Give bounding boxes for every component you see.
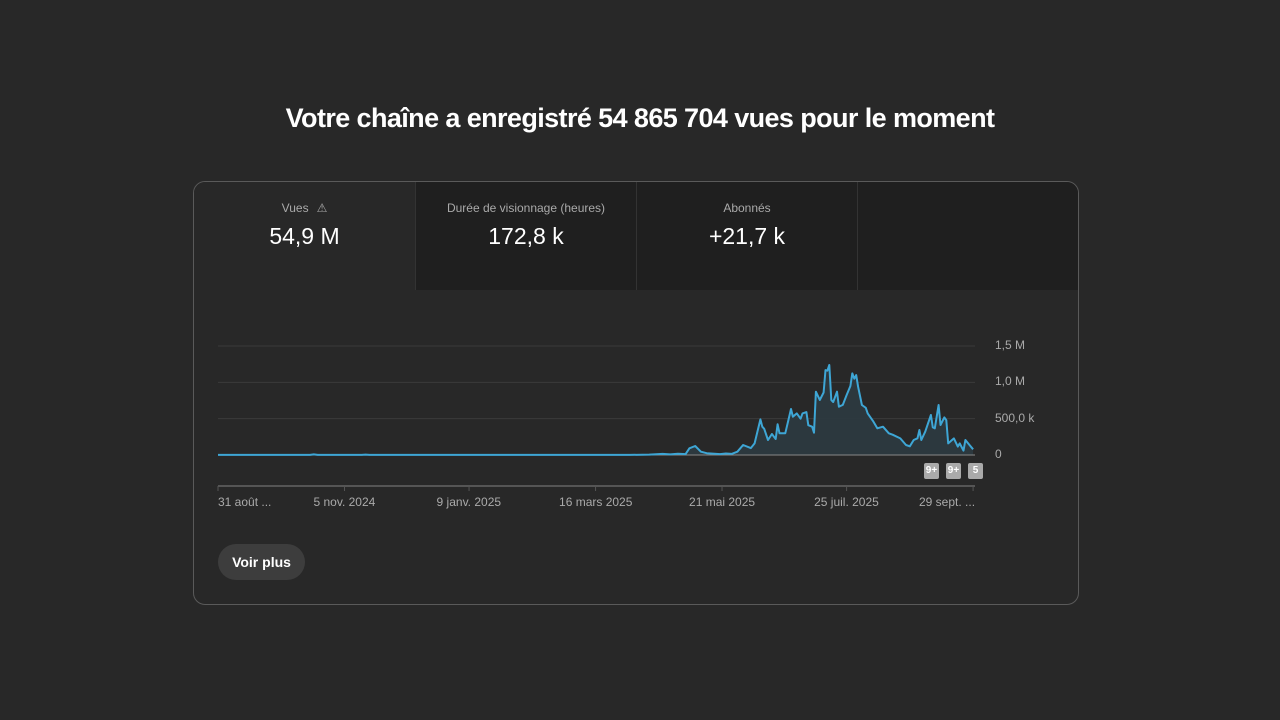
y-tick-label: 500,0 k [995, 410, 1035, 425]
x-tick-label: 5 nov. 2024 [313, 495, 376, 509]
tab-label: Durée de visionnage (heures) [446, 201, 606, 215]
tab-views[interactable]: Vues ⚠ 54,9 M [194, 182, 415, 290]
metric-tabs: Vues ⚠ 54,9 M Durée de visionnage (heures… [194, 182, 1078, 290]
tab-empty [857, 182, 1078, 290]
series-area [218, 365, 974, 455]
notification-badge[interactable]: 9+ [924, 463, 939, 479]
x-tick-label: 21 mai 2025 [689, 495, 756, 509]
x-tick-label: 16 mars 2025 [559, 495, 633, 509]
y-tick-label: 1,0 M [995, 374, 1026, 389]
page-title: Votre chaîne a enregistré 54 865 704 vue… [285, 103, 995, 133]
see-more-button[interactable]: Voir plus [218, 544, 305, 580]
tab-value: +21,7 k [708, 223, 786, 249]
y-tick-label: 1,5 M [995, 338, 1026, 352]
tab-label: Vues [281, 201, 309, 215]
tab-label: Abonnés [723, 201, 771, 215]
y-tick-label: 0 [995, 447, 1002, 461]
notification-badge[interactable]: 5 [968, 463, 983, 479]
tab-value: 172,8 k [488, 223, 564, 249]
tab-watch-time[interactable]: Durée de visionnage (heures) 172,8 k [415, 182, 636, 290]
x-tick-label: 25 juil. 2025 [814, 495, 879, 509]
tab-subscribers[interactable]: Abonnés +21,7 k [636, 182, 857, 290]
series-line [218, 364, 974, 456]
warning-icon[interactable]: ⚠ [316, 201, 328, 215]
analytics-card: Vues ⚠ 54,9 M Durée de visionnage (heures… [193, 181, 1079, 605]
notification-badge[interactable]: 9+ [946, 463, 961, 479]
x-tick-label: 31 août ... [218, 495, 272, 509]
tab-value: 54,9 M [269, 223, 340, 249]
x-tick-label: 29 sept. ... [919, 495, 976, 509]
x-tick-label: 9 janv. 2025 [436, 495, 502, 509]
